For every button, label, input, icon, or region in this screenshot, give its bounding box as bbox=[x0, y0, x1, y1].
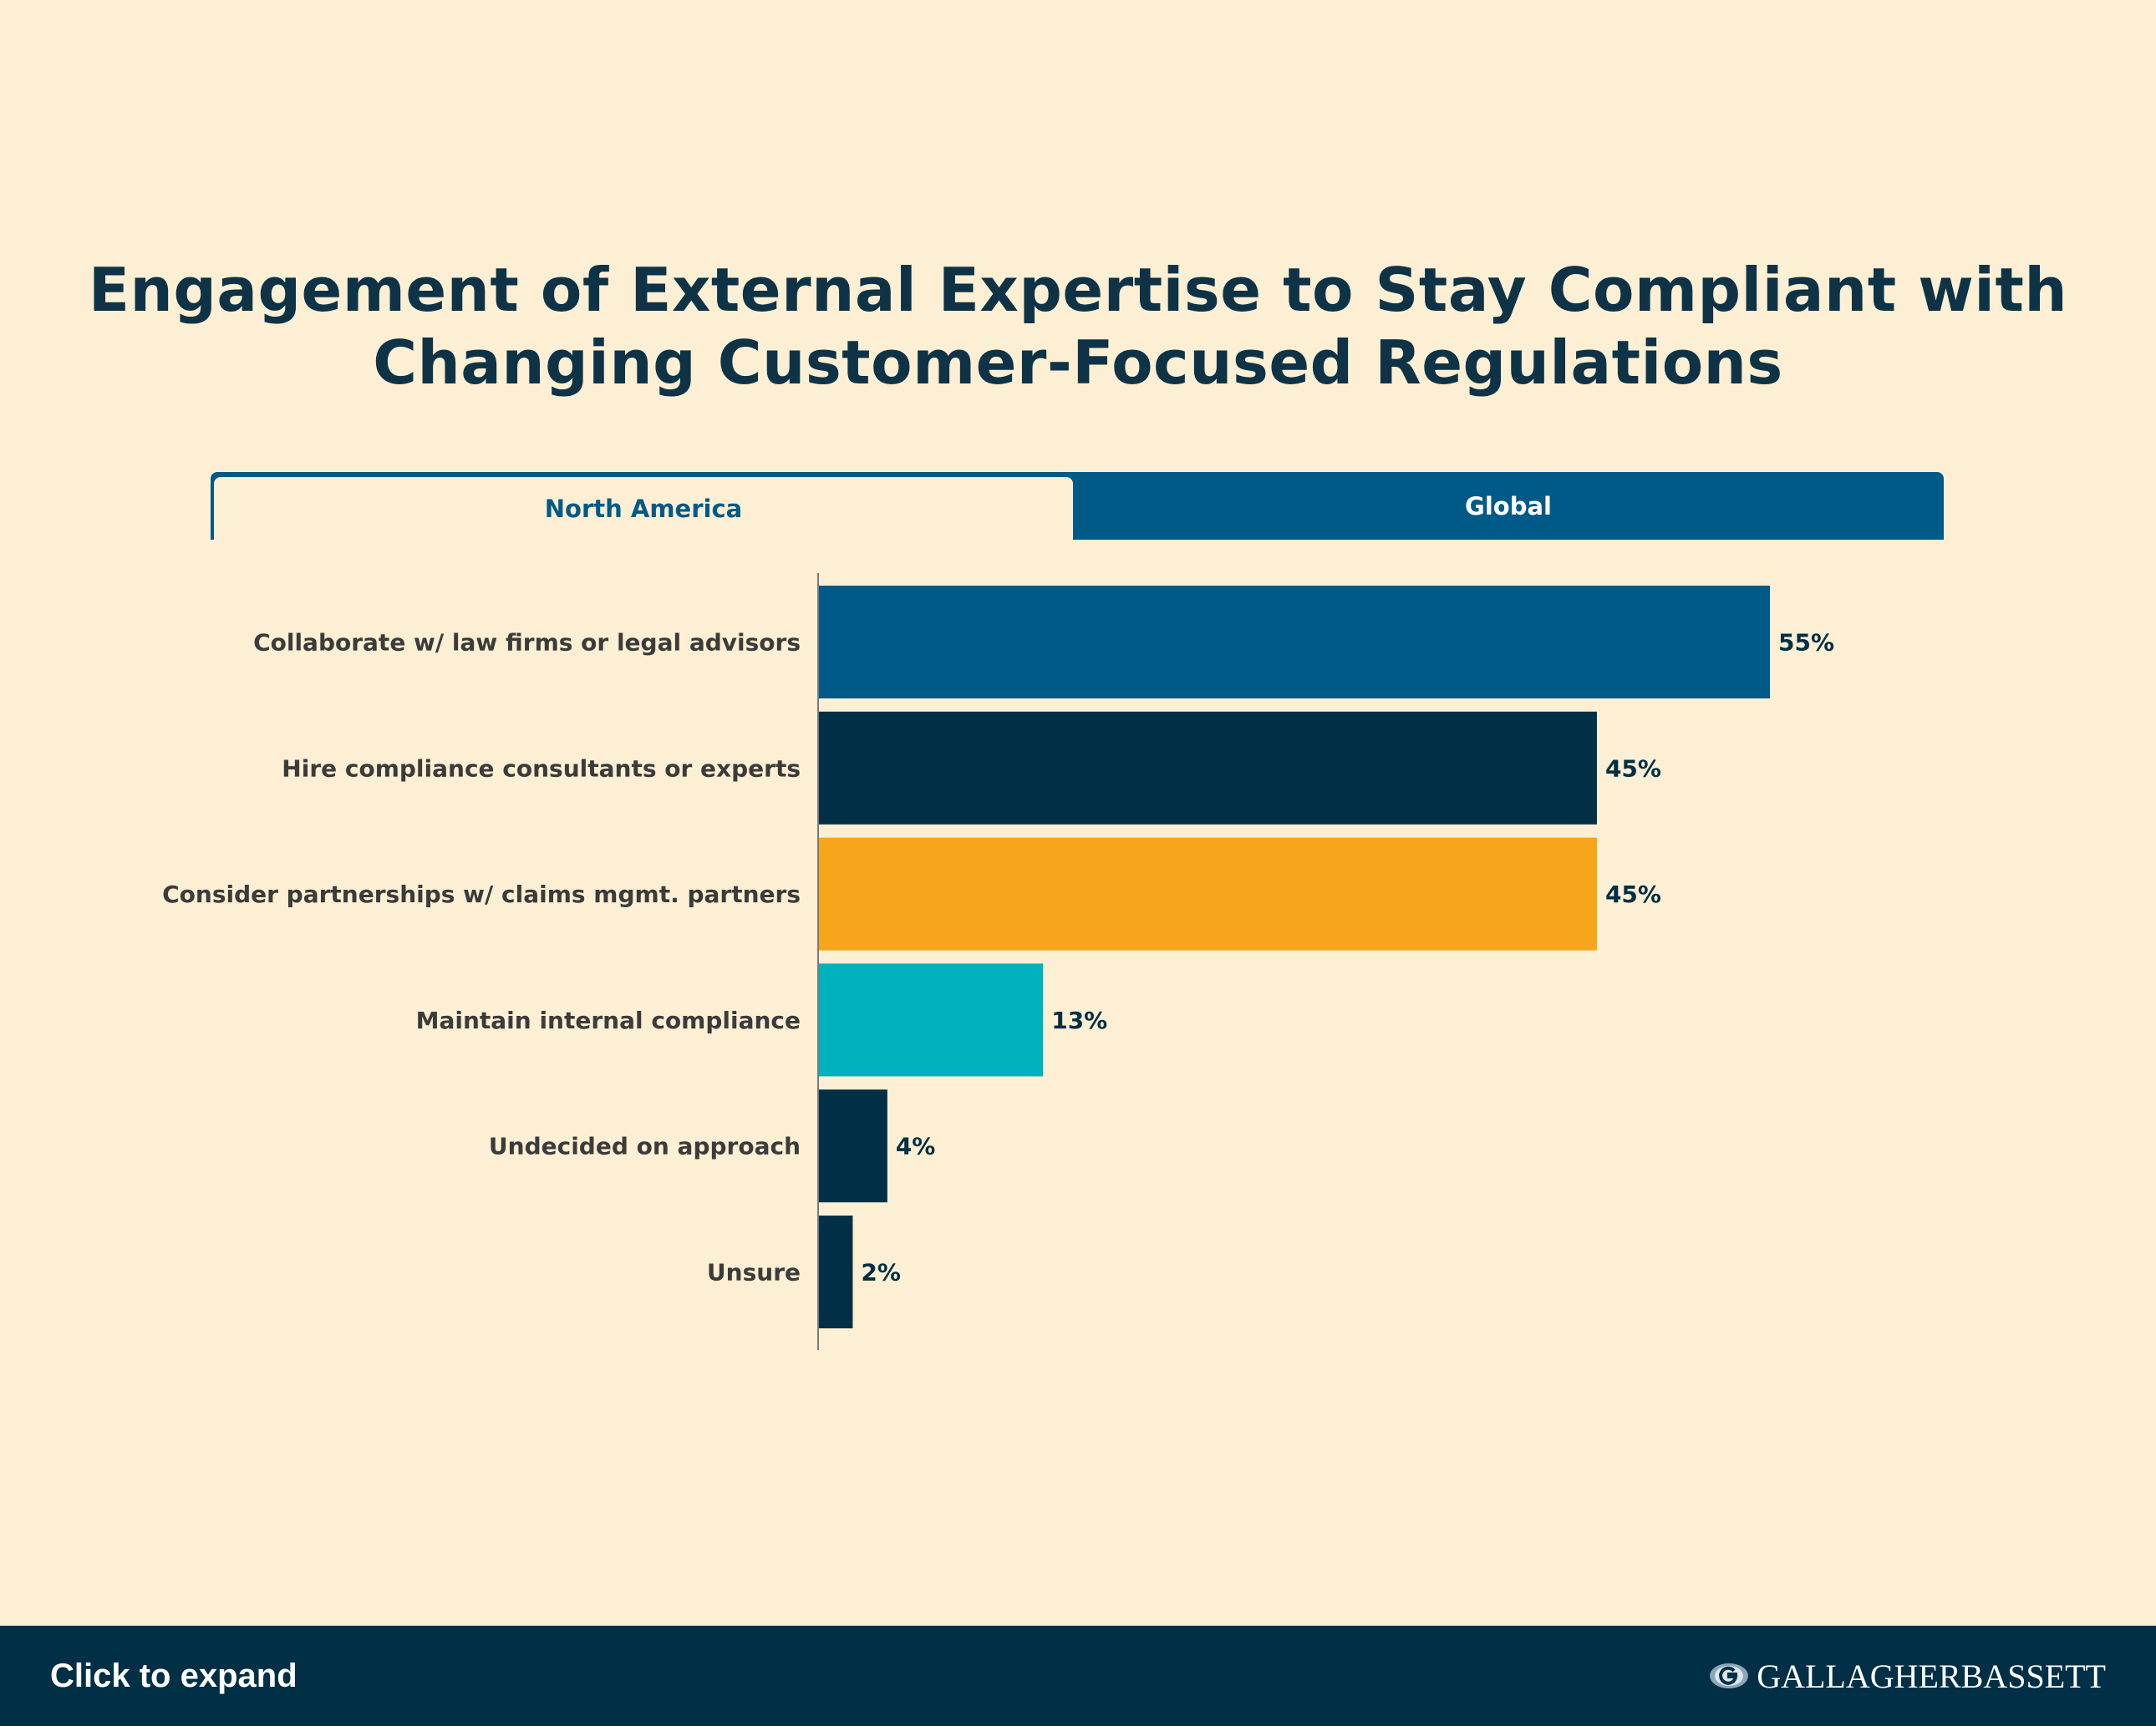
tab-global[interactable]: Global bbox=[1465, 491, 1552, 520]
category-label-unsure: Unsure bbox=[707, 1259, 801, 1287]
value-label-hire-compliance-consultants-or-experts: 45% bbox=[1605, 754, 1661, 782]
bar-hire-compliance-consultants-or-experts bbox=[818, 711, 1597, 825]
value-label-undecided-on-approach: 4% bbox=[896, 1133, 936, 1160]
value-label-unsure: 2% bbox=[861, 1259, 901, 1287]
footer-bar: Click to expand GALLAGHERBASSETT bbox=[0, 1626, 2156, 1726]
click-to-expand-button[interactable]: Click to expand bbox=[50, 1657, 297, 1694]
value-label-consider-partnerships-w-claims-mgmt-partners: 45% bbox=[1605, 881, 1661, 908]
brand-name: GALLAGHERBASSETT bbox=[1757, 1657, 2106, 1695]
tab-north-america[interactable]: North America bbox=[214, 477, 1073, 540]
bar-consider-partnerships-w-claims-mgmt-partners bbox=[818, 837, 1597, 951]
chart-title-line-1: Engagement of External Expertise to Stay… bbox=[88, 255, 2068, 325]
brand-logo: GALLAGHERBASSETT bbox=[1708, 1626, 2106, 1726]
category-label-undecided-on-approach: Undecided on approach bbox=[489, 1133, 801, 1160]
category-label-maintain-internal-compliance: Maintain internal compliance bbox=[416, 1007, 801, 1034]
category-label-hire-compliance-consultants-or-experts: Hire compliance consultants or experts bbox=[282, 754, 801, 782]
category-label-collaborate-w-law-firms-or-legal-advisors: Collaborate w/ law firms or legal adviso… bbox=[253, 629, 801, 657]
category-label-consider-partnerships-w-claims-mgmt-partners: Consider partnerships w/ claims mgmt. pa… bbox=[162, 881, 801, 908]
chart-title-line-2: Changing Customer-Focused Regulations bbox=[373, 327, 1783, 398]
bar-collaborate-w-law-firms-or-legal-advisors bbox=[818, 586, 1771, 698]
value-label-collaborate-w-law-firms-or-legal-advisors: 55% bbox=[1778, 629, 1834, 657]
bar-maintain-internal-compliance bbox=[818, 963, 1044, 1077]
bar-unsure bbox=[818, 1216, 853, 1328]
gallagher-globe-logo-icon bbox=[1710, 1663, 1749, 1688]
region-tabs: North America Global bbox=[211, 472, 1944, 540]
bar-undecided-on-approach bbox=[818, 1089, 887, 1203]
value-label-maintain-internal-compliance: 13% bbox=[1051, 1007, 1107, 1034]
